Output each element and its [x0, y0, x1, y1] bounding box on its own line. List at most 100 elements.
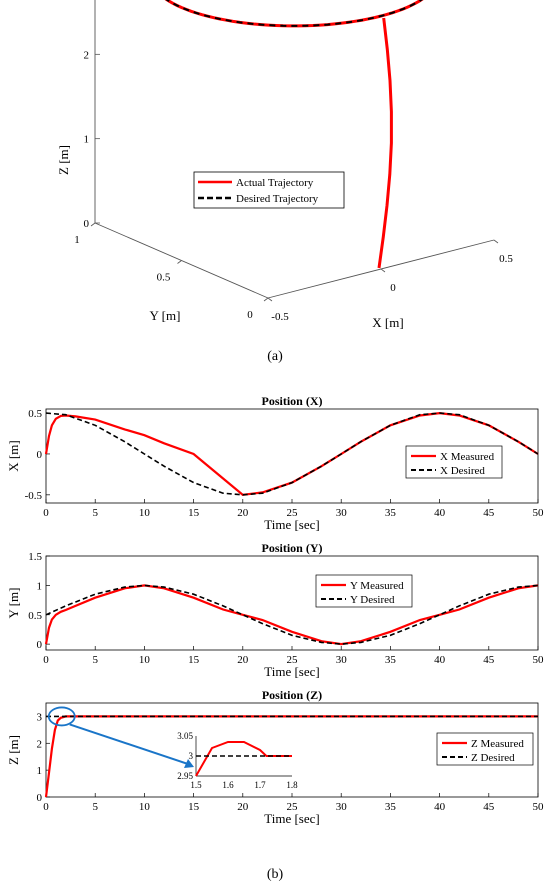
desired-circle-line — [165, 0, 423, 27]
x-tick-label: 20 — [237, 654, 249, 666]
legend-measured-label: Z Measured — [471, 738, 524, 750]
x-tick-label: 25 — [287, 654, 299, 666]
y-tick-label: 0 — [247, 309, 253, 321]
x-tick-label: 35 — [385, 507, 397, 519]
x-tick-label: 0 — [390, 282, 396, 294]
zoom-inset: 1.5 1.6 1.7 1.8 2.95 3 3.05 — [177, 731, 298, 790]
x-tick-label: 45 — [483, 507, 495, 519]
zoom-circle — [47, 706, 76, 727]
x-tick-label: 15 — [188, 654, 200, 666]
subplot-title: Position (Y) — [262, 541, 323, 555]
y-tick-label: 3 — [37, 711, 43, 723]
x-tick-label: 35 — [385, 801, 397, 813]
x-tick-label: 50 — [533, 801, 545, 813]
x-tick-label: 0 — [43, 507, 49, 519]
x-axis-label: Time [sec] — [264, 517, 320, 532]
x-axis-label: Time [sec] — [264, 664, 320, 679]
x-tick-label: -0.5 — [271, 311, 289, 323]
x-tick-label: 15 — [188, 801, 200, 813]
plot-area — [45, 555, 539, 651]
y-tick-label: 0 — [37, 449, 43, 461]
panel-3d: -0.500.500.510123 Z [m] Y [m] X [m] Actu… — [56, 0, 513, 364]
subplot-2: Position (Y) 0 5 10 15 20 25 30 35 40 45 50 0 0.5 1 1.5… — [6, 541, 544, 679]
inset-x-tick-label: 1.6 — [222, 780, 234, 790]
legend-3d: Actual Trajectory Desired Trajectory — [193, 171, 345, 209]
inset-x-tick-label: 1.5 — [190, 780, 202, 790]
x-tick-label: 5 — [92, 507, 98, 519]
x-tick-label: 40 — [434, 507, 446, 519]
y-tick-label: 1.5 — [28, 551, 42, 563]
y-tick-label: 1 — [74, 234, 80, 246]
x-tick-label: 40 — [434, 801, 446, 813]
x-tick-label: 0.5 — [499, 253, 513, 265]
caption-a: (a) — [267, 349, 283, 364]
x-tick-label: 45 — [483, 801, 495, 813]
x-tick-label: 10 — [139, 507, 151, 519]
y-tick-label: -0.5 — [25, 490, 43, 502]
y-axis-label: Y [m] — [6, 588, 21, 619]
x-tick-label: 30 — [336, 507, 348, 519]
inset-measured-line — [195, 741, 292, 777]
legend-desired-label: X Desired — [440, 465, 485, 477]
inset-x-tick-label: 1.8 — [286, 780, 298, 790]
x-tick-mark — [267, 297, 273, 302]
y-tick-label: 0.5 — [28, 408, 42, 420]
x-tick-label: 5 — [92, 801, 98, 813]
legend-measured-label: X Measured — [440, 451, 495, 463]
subplot-1: Position (X)0 5 10 15 20 25 30 35 40 45 50-0.500.5… — [6, 394, 544, 532]
panel-2d: Position (X)0 5 10 15 20 25 30 35 40 45 50-0.500.5… — [6, 394, 544, 826]
legend-desired-label: Y Desired — [350, 594, 395, 606]
z-tick-label: 0 — [84, 218, 90, 230]
y-axis-label: Y [m] — [150, 308, 181, 323]
legend — [405, 445, 503, 479]
x-tick-label: 10 — [139, 654, 151, 666]
x-tick-label: 25 — [287, 801, 299, 813]
inset-y-tick-label: 3.05 — [177, 731, 193, 741]
x-tick-label: 25 — [287, 507, 299, 519]
x-tick-label: 35 — [385, 654, 397, 666]
x-axis-label: Time [sec] — [264, 811, 320, 826]
z-axis-label: Z [m] — [56, 145, 71, 175]
x-axis-label: X [m] — [372, 315, 403, 330]
x-tick-label: 30 — [336, 654, 348, 666]
y-tick-mark — [177, 260, 182, 264]
y-tick-mark — [263, 297, 269, 302]
y-axis-label: X [m] — [6, 440, 21, 471]
subplot-title: Position (X) — [262, 394, 323, 408]
desired-line — [45, 412, 539, 496]
zoom-arrow-head — [184, 759, 194, 768]
x-tick-mark — [380, 268, 386, 273]
x-tick-label: 15 — [188, 507, 200, 519]
legend-desired-label: Z Desired — [471, 752, 515, 764]
legend-desired-label: Desired Trajectory — [236, 193, 319, 205]
axes-3d-frame — [94, 0, 495, 299]
x-tick-label: 50 — [533, 654, 545, 666]
subplot-3: Position (Z) 0 5 10 15 20 25 30 35 40 45 50 0 1 2 3 Time… — [6, 688, 544, 826]
axes-3d-ticks: -0.500.500.510123 — [74, 49, 513, 323]
legend — [436, 732, 534, 766]
actual-ascent-line — [377, 17, 393, 269]
y-axis-label: Z [m] — [6, 735, 21, 765]
legend — [315, 574, 413, 608]
x-tick-label: 45 — [483, 654, 495, 666]
inset-x-tick-label: 1.7 — [254, 780, 266, 790]
y-tick-label: 0 — [37, 792, 43, 804]
x-tick-label: 0 — [43, 654, 49, 666]
x-tick-label: 20 — [237, 801, 249, 813]
legend-measured-label: Y Measured — [350, 580, 404, 592]
caption-b: (b) — [267, 867, 284, 882]
y-tick-label: 0 — [37, 639, 43, 651]
inset-y-tick-label: 3 — [189, 751, 194, 761]
x-tick-label: 20 — [237, 507, 249, 519]
trajectory-3d-lines — [164, 0, 424, 269]
z-tick-label: 2 — [84, 49, 90, 61]
x-tick-label: 10 — [139, 801, 151, 813]
z-tick-label: 1 — [84, 134, 90, 146]
y-tick-label: 1 — [37, 580, 43, 592]
subplot-title: Position (Z) — [262, 688, 322, 702]
x-tick-label: 5 — [92, 654, 98, 666]
desired-line — [45, 584, 539, 645]
y-tick-label: 0.5 — [157, 272, 171, 284]
x-tick-label: 50 — [533, 507, 545, 519]
